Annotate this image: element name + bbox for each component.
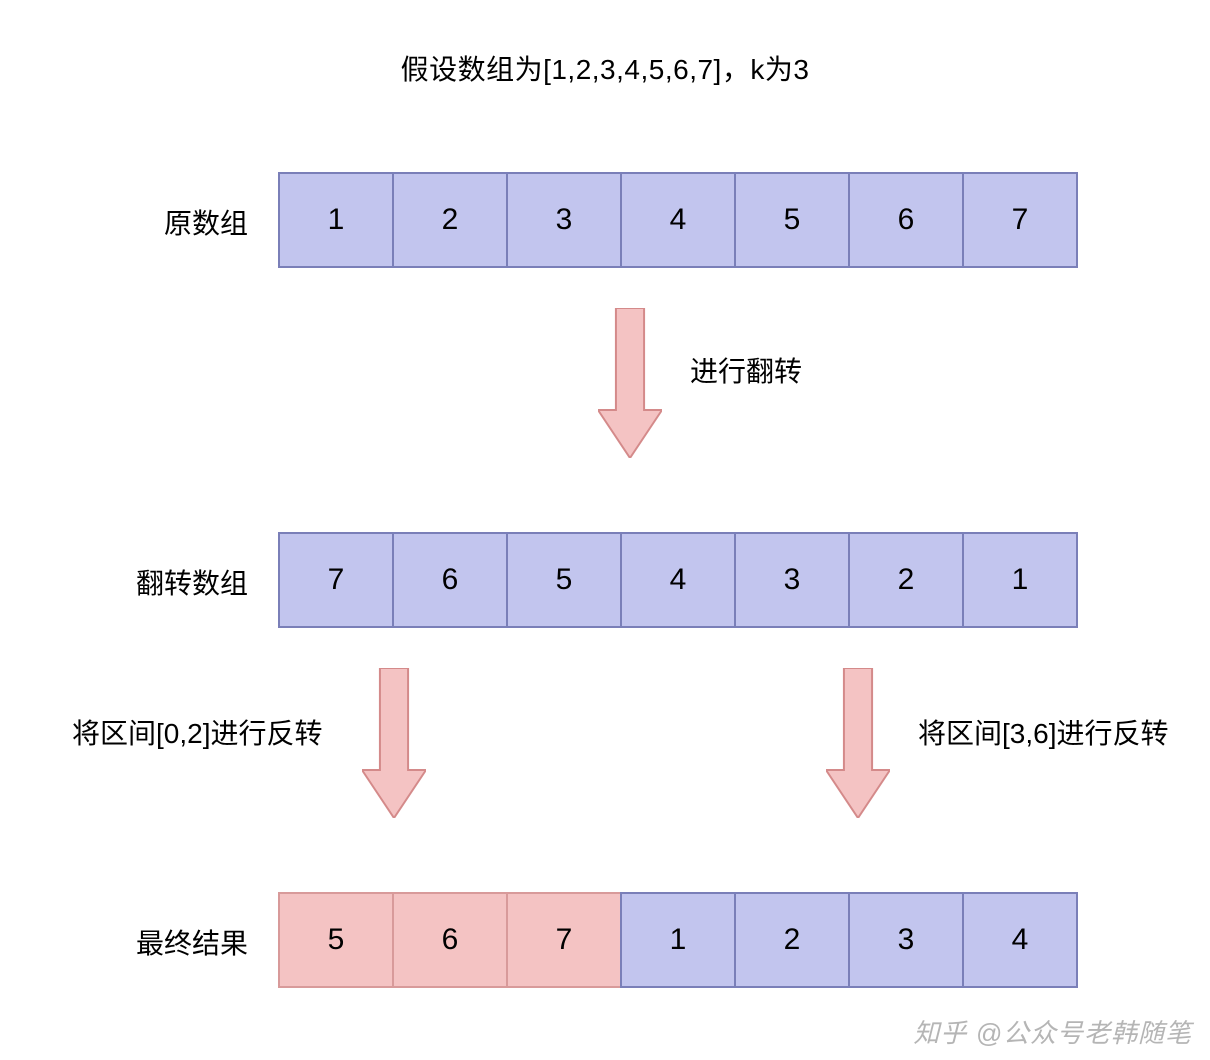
cell-reversed-5: 2 (848, 532, 964, 628)
cell-original-6: 7 (962, 172, 1078, 268)
cell-original-4: 5 (734, 172, 850, 268)
down-arrow-icon (362, 668, 426, 818)
cell-result-5: 3 (848, 892, 964, 988)
arrow-reverse-right (826, 668, 890, 818)
cell-original-1: 2 (392, 172, 508, 268)
cell-result-4: 2 (734, 892, 850, 988)
cell-reversed-0: 7 (278, 532, 394, 628)
row-label-result: 最终结果 (68, 922, 248, 962)
arrow-reverse-left (362, 668, 426, 818)
cell-original-5: 6 (848, 172, 964, 268)
cell-reversed-2: 5 (506, 532, 622, 628)
diagram-canvas: 假设数组为[1,2,3,4,5,6,7]，k为3 知乎 @公众号老韩随笔 原数组… (0, 0, 1210, 1060)
array-reversed: 7654321 (278, 532, 1078, 628)
row-label-original: 原数组 (68, 202, 248, 242)
arrow-reverse-right-label: 将区间[3,6]进行反转 (918, 712, 1168, 752)
cell-reversed-3: 4 (620, 532, 736, 628)
row-label-reversed: 翻转数组 (68, 562, 248, 602)
cell-original-2: 3 (506, 172, 622, 268)
down-arrow-icon (598, 308, 662, 458)
arrow-reverse-all-label: 进行翻转 (690, 350, 802, 390)
cell-original-3: 4 (620, 172, 736, 268)
array-original: 1234567 (278, 172, 1078, 268)
cell-result-0: 5 (278, 892, 394, 988)
diagram-title: 假设数组为[1,2,3,4,5,6,7]，k为3 (0, 48, 1210, 88)
array-result: 5671234 (278, 892, 1078, 988)
down-arrow-icon (826, 668, 890, 818)
cell-result-2: 7 (506, 892, 622, 988)
cell-original-0: 1 (278, 172, 394, 268)
arrow-reverse-all (598, 308, 662, 458)
cell-reversed-1: 6 (392, 532, 508, 628)
watermark-text: 知乎 @公众号老韩随笔 (913, 1013, 1192, 1050)
cell-result-6: 4 (962, 892, 1078, 988)
cell-result-3: 1 (620, 892, 736, 988)
cell-reversed-4: 3 (734, 532, 850, 628)
arrow-reverse-left-label: 将区间[0,2]进行反转 (72, 712, 322, 752)
cell-reversed-6: 1 (962, 532, 1078, 628)
cell-result-1: 6 (392, 892, 508, 988)
